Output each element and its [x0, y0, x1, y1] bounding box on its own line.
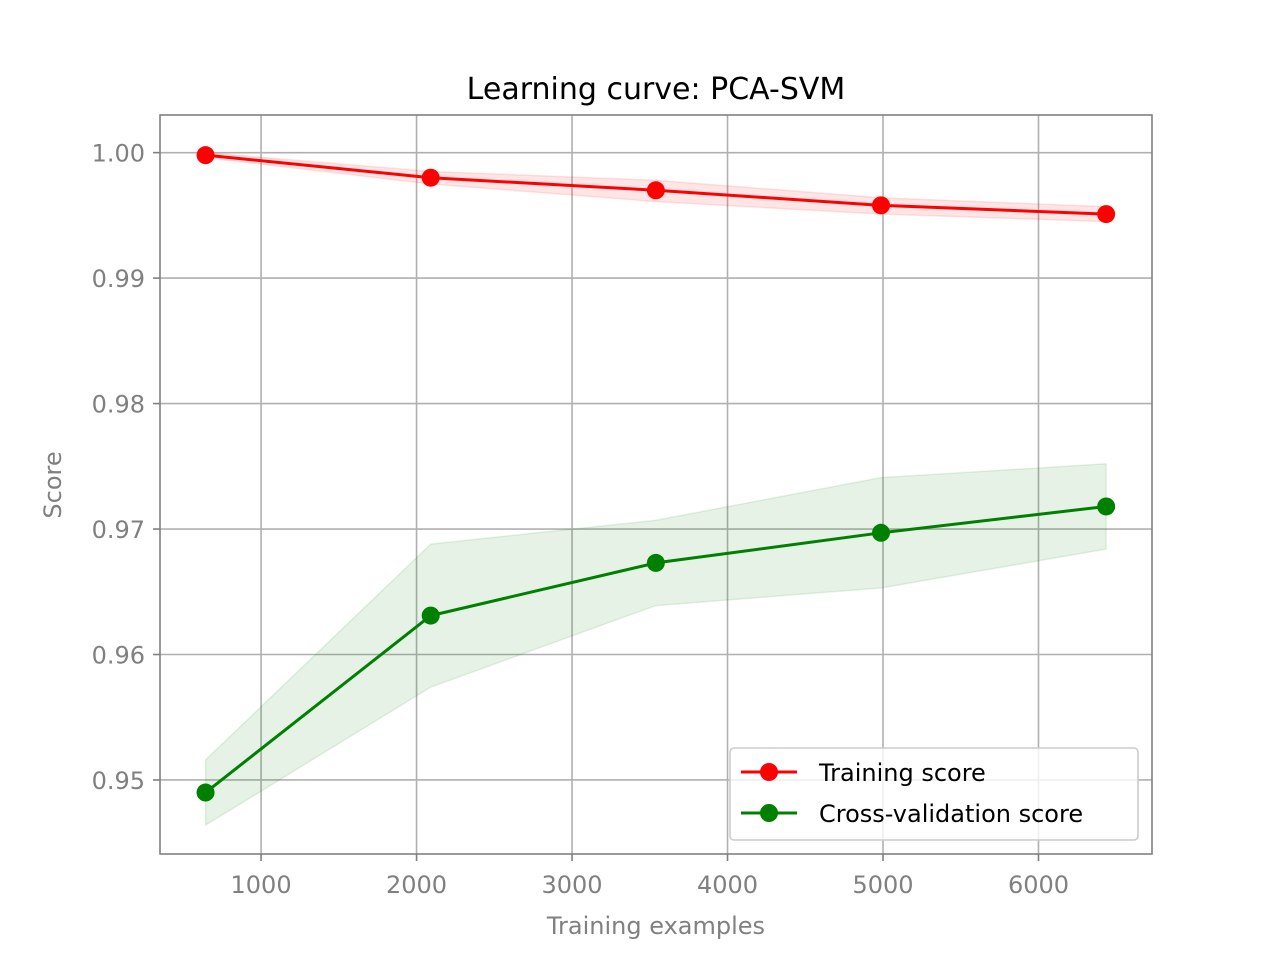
y-tick-label: 0.95: [92, 767, 145, 795]
grid-lines: [160, 115, 1152, 854]
training-score-point: [1097, 205, 1116, 224]
x-tick-label: 3000: [541, 871, 602, 899]
y-axis-label: Score: [39, 451, 67, 518]
legend-label-cv: Cross-validation score: [819, 800, 1083, 828]
cross-validation-score-point: [871, 523, 890, 542]
cross-validation-score-band: [204, 463, 1107, 827]
cross-validation-score-point: [196, 783, 215, 802]
training-score-point: [871, 196, 890, 215]
y-tick-label: 0.98: [92, 391, 145, 419]
legend-label-training: Training score: [818, 759, 986, 787]
chart-title: Learning curve: PCA-SVM: [467, 72, 846, 107]
y-tick-label: 1.00: [92, 140, 145, 168]
x-tick-label: 4000: [697, 871, 758, 899]
x-tick-label: 2000: [386, 871, 447, 899]
x-tick-label: 6000: [1008, 871, 1069, 899]
x-axis-label: Training examples: [546, 912, 765, 940]
legend-marker-training: [760, 763, 778, 781]
axes-frame: [159, 114, 1153, 855]
legend: Training score Cross-validation score: [729, 747, 1139, 841]
training-score-point: [646, 181, 665, 200]
legend-box: [729, 747, 1139, 841]
axis-ticks: 1000 2000 3000 4000 5000 6000 0.95 0.96 0.97 0.98…: [92, 140, 1069, 899]
series-markers: [196, 146, 1116, 802]
legend-marker-cv: [760, 804, 778, 822]
x-tick-label: 1000: [231, 871, 292, 899]
cross-validation-score-point: [646, 553, 665, 572]
x-tick-label: 5000: [852, 871, 913, 899]
y-tick-label: 0.97: [92, 516, 145, 544]
cross-validation-score-point: [421, 606, 440, 625]
cross-validation-score-point: [1097, 497, 1116, 516]
y-tick-label: 0.96: [92, 642, 145, 670]
y-tick-label: 0.99: [92, 265, 145, 293]
training-score-point: [196, 146, 215, 165]
training-score-point: [421, 168, 440, 187]
